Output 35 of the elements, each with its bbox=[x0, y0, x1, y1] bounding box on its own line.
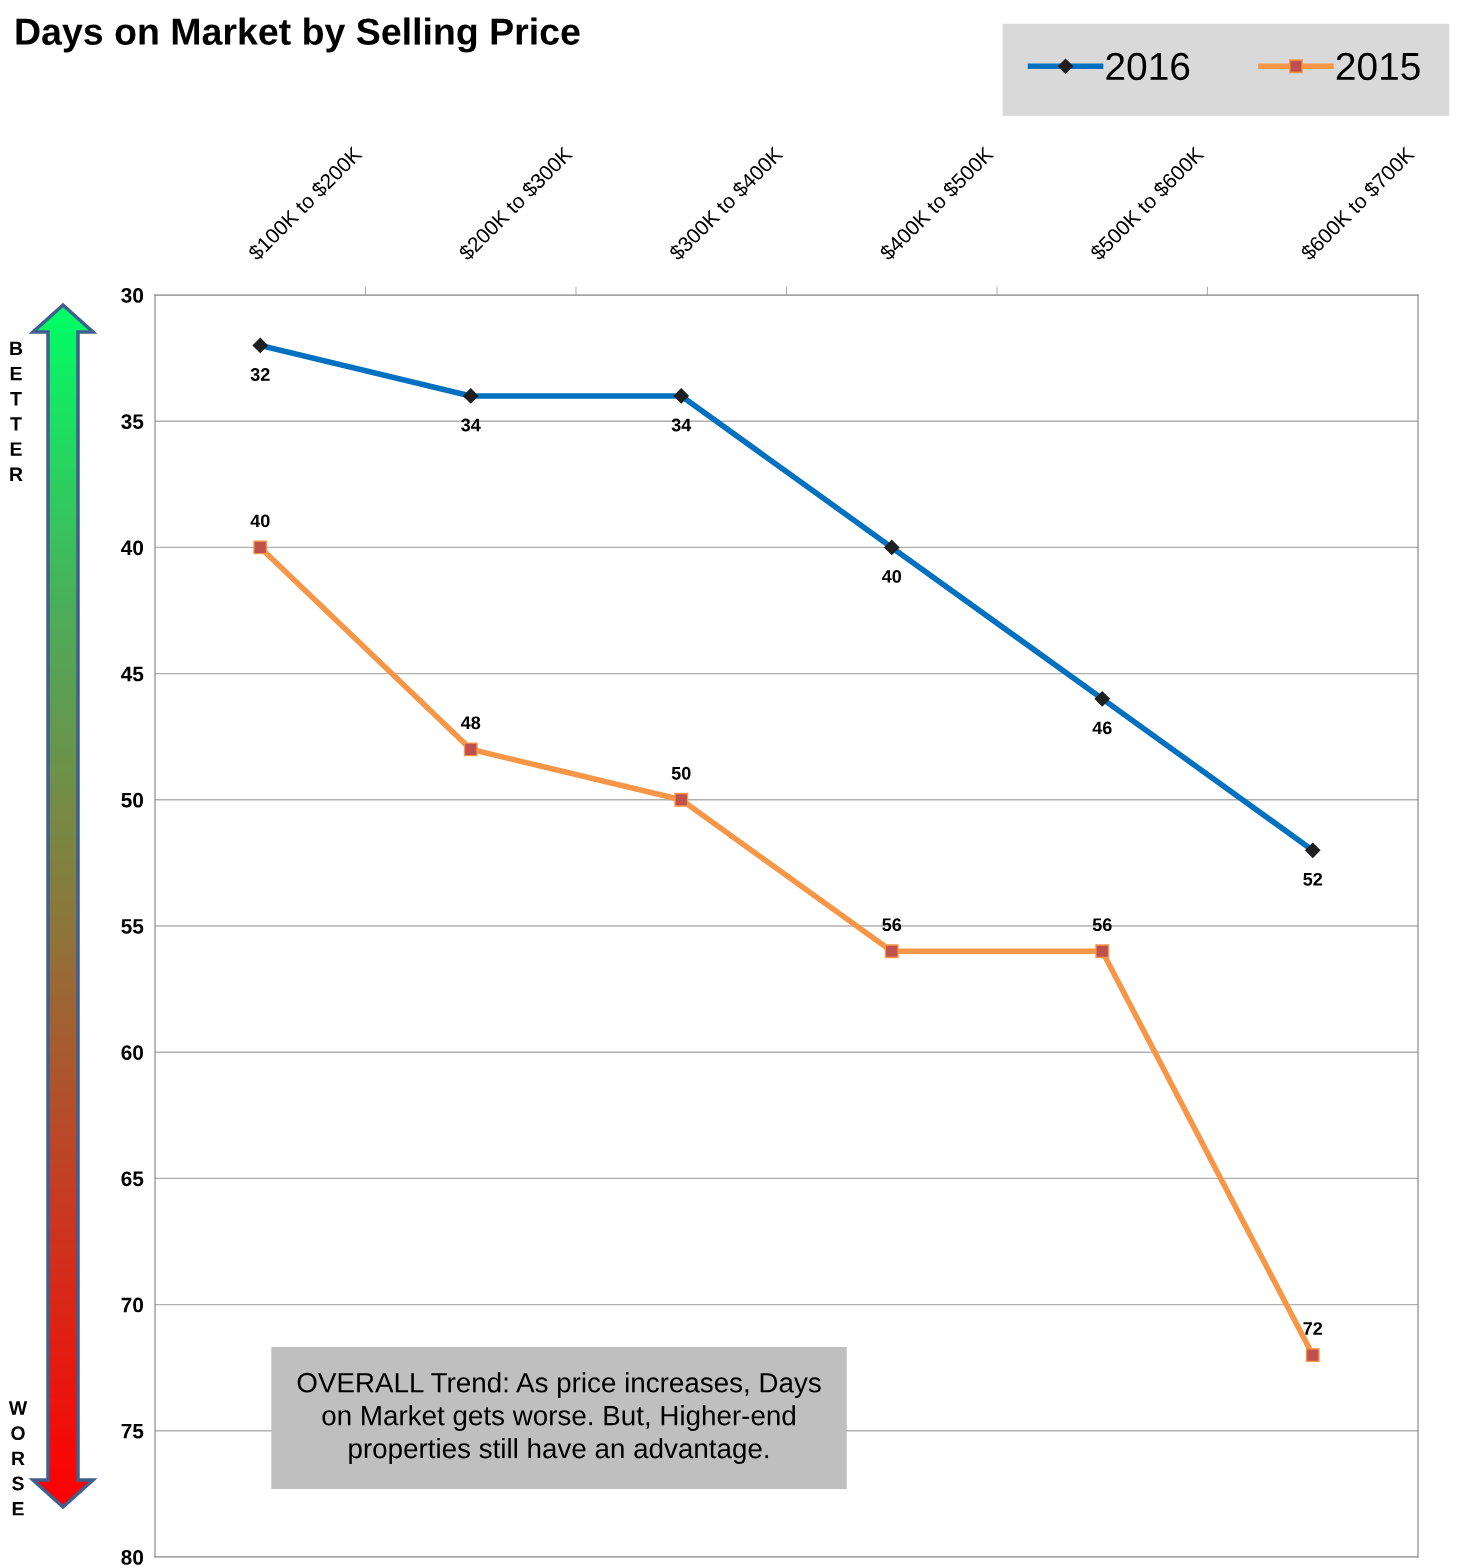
data-label: 52 bbox=[1303, 872, 1323, 886]
data-label: 56 bbox=[1092, 918, 1112, 932]
chart-title: Days on Market by Selling Price bbox=[16, 17, 580, 53]
point bbox=[1305, 1348, 1320, 1363]
legend-label: 2015 bbox=[1336, 52, 1420, 81]
data-label: 72 bbox=[1303, 1322, 1323, 1335]
data-label: 34 bbox=[671, 418, 692, 432]
y-tick-label: 35 bbox=[121, 414, 144, 429]
data-label: 50 bbox=[671, 766, 691, 780]
point bbox=[253, 540, 268, 555]
point bbox=[884, 944, 899, 959]
annotation: OVERALL Trend: As price increases, Days on Market gets worse. But, Higher-end properties still have an advantage. bbox=[297, 1372, 821, 1464]
y-tick-label: 80 bbox=[121, 1550, 144, 1565]
point bbox=[463, 742, 478, 757]
y-tick-label: 60 bbox=[121, 1045, 144, 1060]
y-tick-label: 75 bbox=[121, 1424, 144, 1439]
text: BETTER bbox=[10, 341, 23, 481]
data-label: 32 bbox=[250, 368, 270, 381]
y-tick-label: 50 bbox=[121, 792, 144, 808]
point bbox=[1095, 944, 1110, 959]
data-label: 46 bbox=[1092, 721, 1112, 735]
text: WORSE bbox=[8, 1401, 28, 1516]
y-tick-label: 70 bbox=[121, 1297, 144, 1313]
y-tick-label: 40 bbox=[121, 540, 144, 556]
data-label: 40 bbox=[881, 570, 902, 583]
data-label: 40 bbox=[250, 514, 270, 528]
y-tick-label: 30 bbox=[121, 288, 144, 303]
point bbox=[674, 792, 689, 807]
data-label: 34 bbox=[461, 418, 481, 432]
legend-label: 2016 bbox=[1106, 52, 1190, 81]
y-tick-label: 55 bbox=[121, 919, 144, 934]
y-tick-label: 45 bbox=[121, 666, 144, 682]
data-label: 56 bbox=[882, 918, 902, 932]
y-tick-label: 65 bbox=[121, 1171, 144, 1187]
data-label: 48 bbox=[460, 716, 481, 730]
